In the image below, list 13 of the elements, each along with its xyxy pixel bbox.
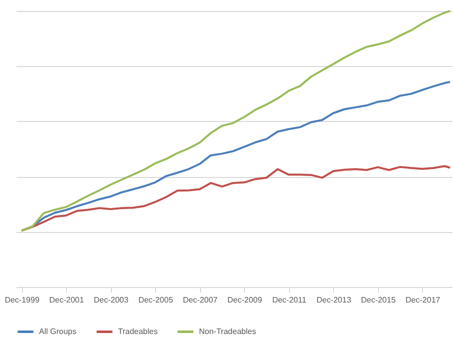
legend-label: Tradeables [118,326,158,336]
x-tick-label: Dec-2007 [182,296,218,304]
x-tick-label: Dec-2005 [138,296,174,304]
x-tick-label: Dec-2017 [406,296,441,304]
x-tick-label: Dec-1999 [4,296,40,304]
x-tick-label: Dec-2013 [316,296,352,304]
x-tick-label: Dec-2015 [360,296,396,304]
x-tick-label: Dec-2003 [94,296,130,304]
legend-label: Non-Tradeables [199,326,256,336]
legend-label: All Groups [39,326,76,336]
x-tick-label: Dec-2009 [227,296,263,304]
x-tick-label: Dec-2001 [49,296,85,304]
x-tick-label: Dec-2011 [272,296,307,304]
